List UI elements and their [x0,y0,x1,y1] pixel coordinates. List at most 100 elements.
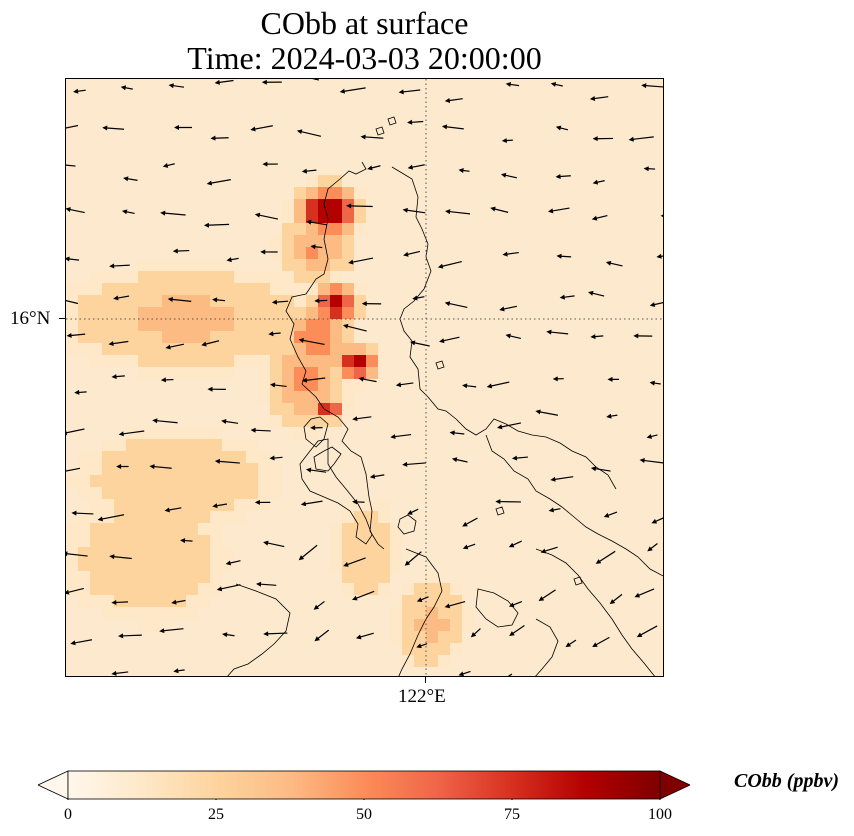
field-cell [78,595,90,607]
field-cell [462,607,474,619]
field-cell [330,415,342,427]
field-cell [222,259,234,271]
field-cell [162,307,174,319]
wind-arrow [605,260,623,267]
wind-arrow [261,79,282,85]
field-cell [426,595,438,607]
wind-arrow [212,297,226,303]
field-cell [186,475,198,487]
field-cell [354,343,366,355]
field-cell [162,451,174,463]
field-cell [66,331,78,343]
wind-arrow [314,298,328,304]
field-cell [78,307,90,319]
field-cell [270,343,282,355]
field-cell [342,295,354,307]
field-cell [414,619,426,631]
field-cell [150,427,162,439]
field-cell [114,499,126,511]
field-cell [150,559,162,571]
field-cell [138,595,150,607]
wind-arrow [180,538,193,544]
wind-arrow [592,136,614,142]
colorbar-gradient [67,770,661,800]
field-cell [270,367,282,379]
field-cell [330,343,342,355]
wind-arrow [66,587,84,595]
field-cell [78,583,90,595]
field-cell [342,235,354,247]
field-cell [342,247,354,259]
field-cell [282,379,294,391]
field-cell [390,619,402,631]
wind-arrow [590,334,604,340]
field-cell [198,475,210,487]
panay-island [227,583,291,676]
wind-arrow [398,89,421,95]
gridlines [66,79,663,676]
field-cell [174,427,186,439]
field-cell [198,283,210,295]
field-cell [294,247,306,259]
field-cell [174,307,186,319]
colorbar-tick-label: 0 [64,806,72,823]
field-cell [354,547,366,559]
field-cell [282,271,294,283]
field-cell [318,355,330,367]
wind-arrow [121,209,135,215]
field-cell [186,463,198,475]
field-cell [102,319,114,331]
wind-arrow [556,253,572,259]
field-cell [258,367,270,379]
field-cell [222,295,234,307]
wind-arrow [550,82,563,87]
field-cell [222,487,234,499]
field-cell [366,535,378,547]
field-cell [282,223,294,235]
field-cell [126,571,138,583]
field-cell [354,511,366,523]
wind-arrow [310,425,323,431]
field-cell [162,583,174,595]
field-cell [90,271,102,283]
field-cell [198,331,210,343]
field-cell [330,283,342,295]
map-title: CObb at surface [260,5,469,41]
field-cell [114,307,126,319]
field-cell [294,199,306,211]
wind-arrow [565,639,577,648]
wind-arrow [595,550,616,564]
field-cell [450,607,462,619]
field-cell [402,595,414,607]
wind-arrow [591,214,608,221]
field-cell [174,451,186,463]
wind-arrow [216,584,241,592]
field-cell [294,319,306,331]
field-cell [306,403,318,415]
field-cell [78,283,90,295]
field-cell [366,511,378,523]
field-cell [318,283,330,295]
field-cell [318,175,330,187]
samar-coast [535,548,655,676]
wind-arrow [73,88,86,94]
field-cell [306,271,318,283]
field-cell [222,559,234,571]
field-cell [150,451,162,463]
field-cell [270,247,282,259]
wind-arrow [559,294,575,300]
wind-arrow [120,85,133,91]
field-cell [114,487,126,499]
wind-arrow [102,125,125,131]
field-cell [306,199,318,211]
field-cell [258,475,270,487]
field-cell [306,355,318,367]
wind-arrow [495,499,521,505]
field-cell [306,415,318,427]
wind-arrow [361,301,382,307]
field-cell [330,535,342,547]
field-cell [126,283,138,295]
field-cell [126,439,138,451]
small-islet-2 [387,116,397,126]
wind-arrow [404,551,422,566]
